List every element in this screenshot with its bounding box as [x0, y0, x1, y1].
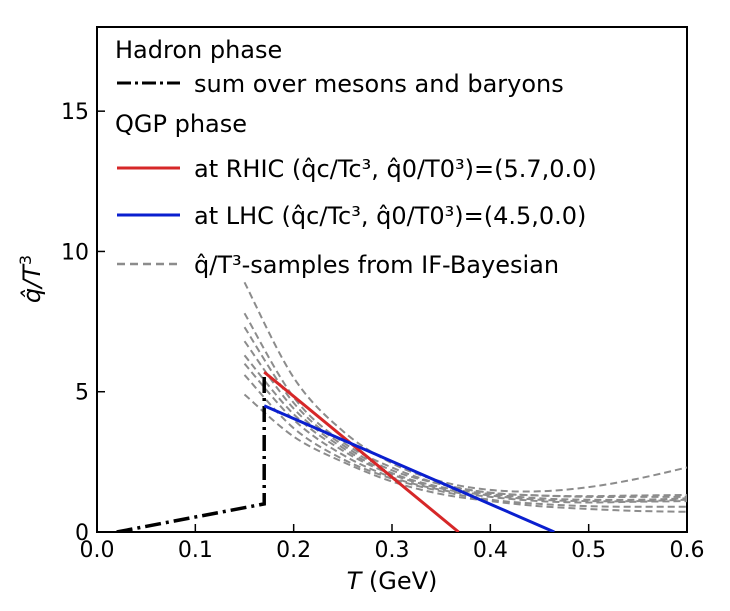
- legend-samples-label: q̂/T³-samples from IF-Bayesian: [194, 251, 559, 279]
- x-tick-label: 0.5: [571, 538, 606, 563]
- legend-hadron-header: Hadron phase: [115, 36, 282, 64]
- x-tick-label: 0.6: [670, 538, 705, 563]
- plot-frame: [96, 26, 688, 533]
- y-tick-label: 15: [61, 100, 89, 125]
- sample-curve: [243, 363, 687, 504]
- sample-curve: [243, 374, 687, 508]
- sample-curve: [243, 340, 687, 501]
- y-tick-label: 5: [75, 381, 89, 406]
- legend-rhic-label: at RHIC (q̂c/Tc³, q̂0/T0³)=(5.7,0.0): [194, 155, 597, 183]
- sample-curve: [243, 326, 687, 499]
- y-axis-title: q̂/T3: [16, 255, 47, 303]
- sample-curve: [243, 393, 687, 513]
- x-tick-label: 0.3: [375, 538, 410, 563]
- y-axis-ticks: 0 5 10 15: [61, 100, 105, 546]
- hadron-sum-line: [116, 372, 266, 532]
- x-axis-title: T (GeV): [347, 567, 438, 595]
- x-tick-label: 0.0: [80, 538, 115, 563]
- x-tick-label: 0.4: [473, 538, 508, 563]
- y-tick-label: 10: [61, 240, 89, 265]
- x-axis-ticks: 0.0 0.1 0.2 0.3 0.4 0.5 0.6: [80, 524, 705, 563]
- legend-qgp-header: QGP phase: [115, 110, 247, 138]
- lhc-line: [263, 404, 555, 532]
- legend-hadron-label: sum over mesons and baryons: [194, 70, 564, 98]
- y-tick-label: 0: [75, 521, 89, 546]
- x-tick-label: 0.2: [276, 538, 311, 563]
- rhic-line: [263, 370, 460, 532]
- legend: Hadron phase sum over mesons and baryons…: [115, 36, 597, 279]
- series-layer: [116, 370, 555, 532]
- sample-curve: [243, 281, 687, 493]
- x-tick-label: 0.1: [178, 538, 213, 563]
- legend-lhc-label: at LHC (q̂c/Tc³, q̂0/T0³)=(4.5,0.0): [194, 202, 586, 230]
